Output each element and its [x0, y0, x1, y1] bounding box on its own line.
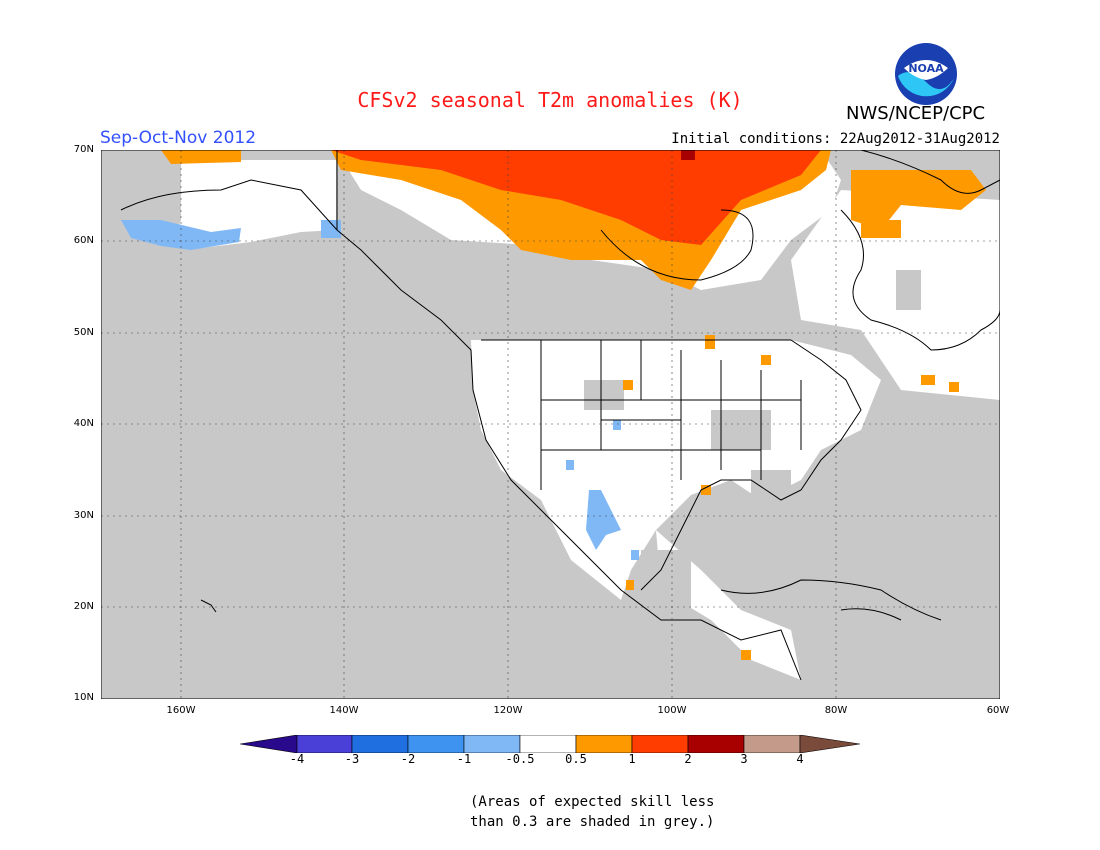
- colorbar-label: 2: [684, 752, 692, 766]
- conus-land: [471, 340, 881, 600]
- skill-note: (Areas of expected skill less than 0.3 a…: [470, 792, 714, 832]
- agency-label: NWS/NCEP/CPC: [846, 103, 986, 124]
- season-label: Sep-Oct-Nov 2012: [100, 128, 257, 148]
- map-title: CFSv2 seasonal T2m anomalies (K): [357, 88, 743, 112]
- noaa-logo: NOAA: [895, 43, 957, 105]
- colorbar-label: 1: [628, 752, 636, 766]
- lat-label: 50N: [73, 327, 94, 338]
- lon-label: 100W: [657, 705, 687, 716]
- colorbar-label: -2: [400, 752, 416, 766]
- colorbar-swatch: [575, 735, 633, 753]
- colorbar-swatch: [296, 735, 353, 753]
- colorbar-swatch: [631, 735, 689, 753]
- initial-conditions-label: Initial conditions: 22Aug2012-31Aug2012: [671, 131, 1000, 147]
- mexico-blue: [586, 490, 621, 550]
- central-america-land: [656, 530, 801, 680]
- colorbar-label: -3: [344, 752, 360, 766]
- colorbar-label: 3: [740, 752, 748, 766]
- colorbar-label: 0.5: [565, 752, 587, 766]
- lat-label: 30N: [73, 510, 94, 521]
- lon-label: 80W: [824, 705, 848, 716]
- colorbar-swatch: [463, 735, 521, 753]
- lat-label: 10N: [73, 692, 94, 703]
- lat-label: 40N: [73, 418, 94, 429]
- lat-label: 20N: [73, 601, 94, 612]
- colorbar-swatch: [519, 735, 577, 753]
- greenland-orange: [851, 170, 986, 230]
- colorbar-label: 4: [796, 752, 804, 766]
- lat-label: 60N: [73, 235, 94, 246]
- colorbar-swatch: [407, 735, 465, 753]
- hudson-east-land: [791, 190, 1000, 400]
- colorbar: [240, 735, 860, 753]
- colorbar-label: -0.5: [505, 752, 535, 766]
- lat-label: 70N: [73, 144, 94, 155]
- colorbar-left-arrow: [240, 735, 298, 753]
- colorbar-label: -4: [289, 752, 305, 766]
- warm-anomaly-darkred: [681, 150, 695, 160]
- colorbar-label: -1: [456, 752, 472, 766]
- skill-note-line: than 0.3 are shaded in grey.): [470, 814, 715, 830]
- alaska-land: [171, 160, 336, 248]
- lon-label: 120W: [493, 705, 523, 716]
- anomaly-map: [101, 150, 1000, 699]
- colorbar-swatch: [687, 735, 745, 753]
- alaska-orange: [161, 150, 241, 164]
- colorbar-swatch: [351, 735, 409, 753]
- lon-label: 140W: [329, 705, 359, 716]
- colorbar-right-arrow: [799, 735, 860, 753]
- svg-text:NOAA: NOAA: [908, 62, 944, 75]
- colorbar-swatch: [743, 735, 801, 753]
- lon-label: 160W: [166, 705, 196, 716]
- skill-note-line: (Areas of expected skill less: [470, 794, 715, 810]
- lon-label: 60W: [986, 705, 1010, 716]
- warm-anomaly-red: [331, 150, 821, 245]
